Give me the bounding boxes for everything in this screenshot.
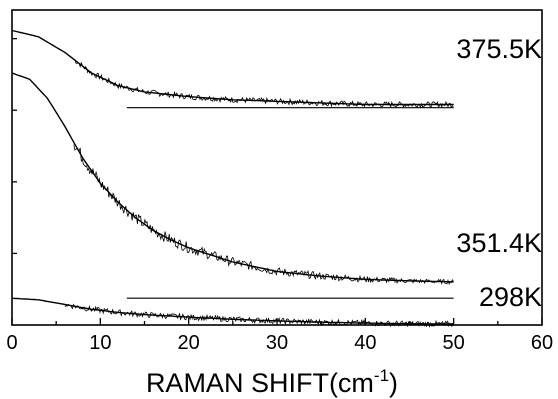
series-label: 375.5K xyxy=(456,34,542,64)
series-labels: 375.5K 351.4K 298K xyxy=(456,34,542,312)
series-layer xyxy=(11,29,454,328)
series-298K xyxy=(11,297,454,328)
measured-spectrum xyxy=(73,59,454,109)
x-tick-label: 20 xyxy=(178,332,200,354)
x-tick-label: 0 xyxy=(6,332,17,354)
x-tick-label: 50 xyxy=(443,332,465,354)
x-axis-title-main: RAMAN SHIFT(cm xyxy=(146,368,374,398)
series-label: 351.4K xyxy=(456,228,542,258)
series-label: 298K xyxy=(479,282,542,312)
measured-spectrum xyxy=(73,144,454,286)
fit-curve xyxy=(11,29,454,106)
x-axis-ticks xyxy=(11,318,543,325)
x-tick-label: 10 xyxy=(89,332,111,354)
x-axis-title-close: ) xyxy=(389,368,398,398)
series-375.5K xyxy=(11,29,454,109)
y-axis-ticks xyxy=(12,37,17,255)
x-axis-title-sup: -1 xyxy=(374,366,389,385)
x-tick-label: 60 xyxy=(531,332,553,354)
x-tick-label: 40 xyxy=(354,332,376,354)
series-351.4K xyxy=(11,72,454,299)
x-tick-label: 30 xyxy=(266,332,288,354)
x-tick-labels: 0 10 20 30 40 50 60 xyxy=(6,332,553,354)
measured-spectrum xyxy=(64,303,454,328)
x-axis-title: RAMAN SHIFT(cm-1) xyxy=(146,366,398,398)
